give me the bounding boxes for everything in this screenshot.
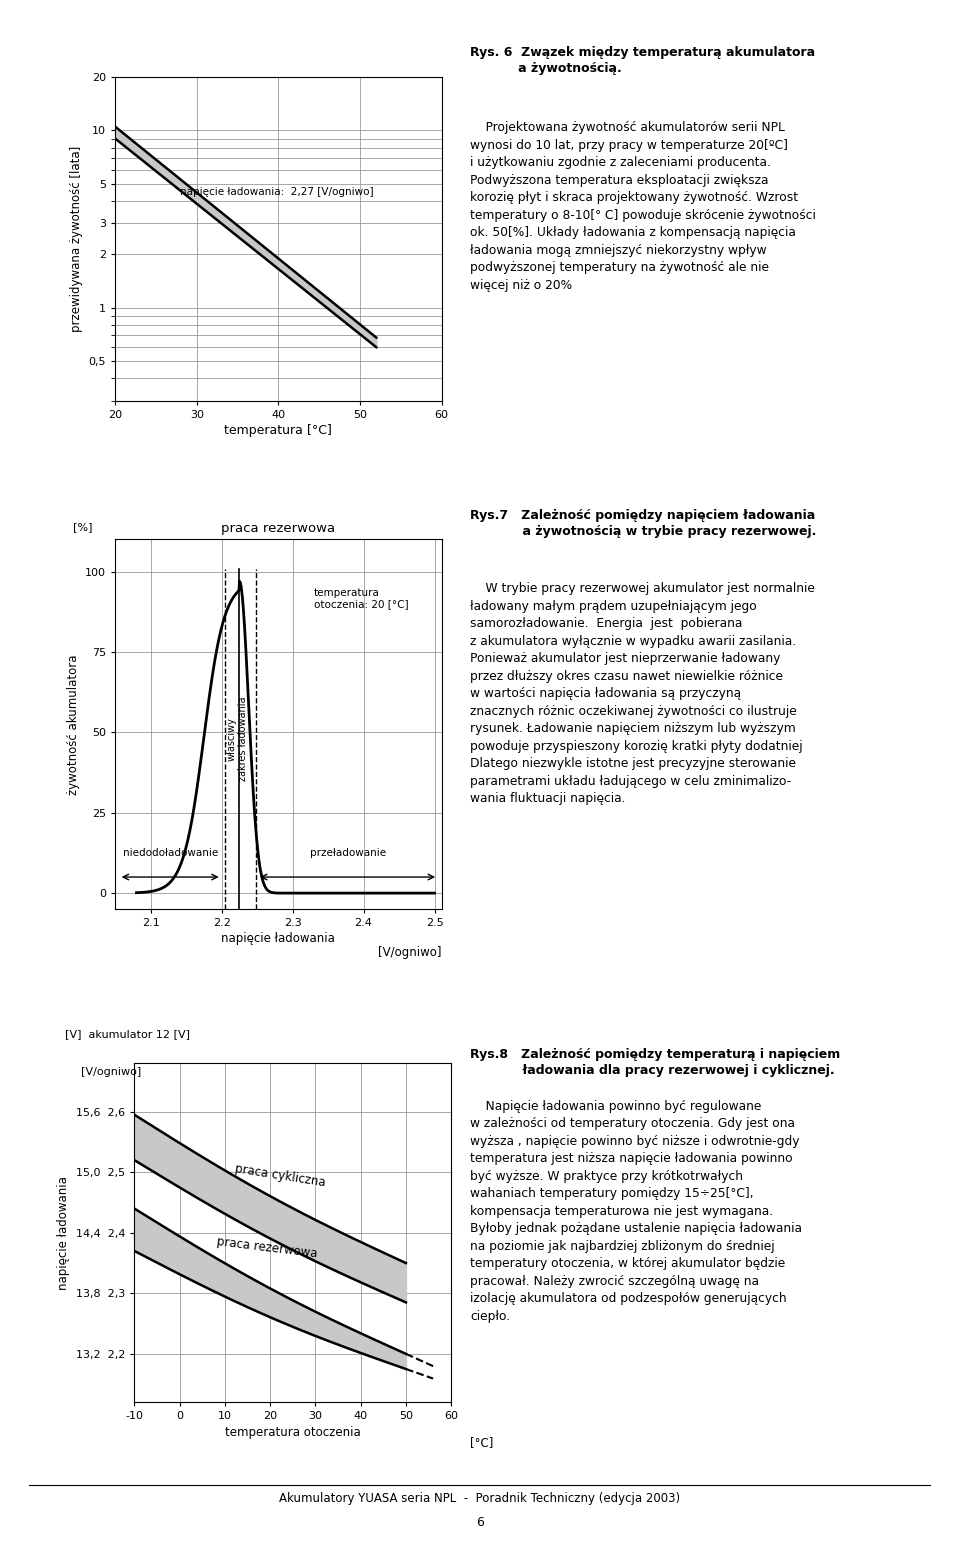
Text: praca rezerwowa: praca rezerwowa (216, 1236, 318, 1261)
Text: Rys. 6  Zwązek między temperaturą akumulatora
           a żywotnością.: Rys. 6 Zwązek między temperaturą akumula… (470, 46, 816, 76)
Text: przeładowanie: przeładowanie (309, 848, 386, 858)
Text: W trybie pracy rezerwowej akumulator jest normalnie
ładowany małym prądem uzupeł: W trybie pracy rezerwowej akumulator jes… (470, 582, 815, 806)
Y-axis label: żywotność akumulatora: żywotność akumulatora (66, 653, 80, 795)
Text: Napięcie ładowania powinno być regulowane
w zależności od temperatury otoczenia.: Napięcie ładowania powinno być regulowan… (470, 1100, 803, 1322)
Text: niedodoładowanie: niedodoładowanie (123, 848, 218, 858)
Text: napięcie ładowania:  2,27 [V/ogniwo]: napięcie ładowania: 2,27 [V/ogniwo] (180, 186, 374, 197)
Text: [V]  akumulator 12 [V]: [V] akumulator 12 [V] (64, 1029, 190, 1040)
X-axis label: temperatura otoczenia: temperatura otoczenia (225, 1425, 361, 1438)
Title: praca rezerwowa: praca rezerwowa (222, 522, 335, 535)
X-axis label: temperatura [°C]: temperatura [°C] (225, 424, 332, 436)
Text: Rys.8   Zależność pomiędzy temperaturą i napięciem
            ładowania dla pra: Rys.8 Zależność pomiędzy temperaturą i n… (470, 1048, 841, 1077)
X-axis label: napięcie ładowania: napięcie ładowania (222, 932, 335, 945)
Text: [°C]: [°C] (470, 1436, 493, 1449)
Text: temperatura
otoczenia: 20 [°C]: temperatura otoczenia: 20 [°C] (314, 587, 409, 609)
Text: Projektowana żywotność akumulatorów serii NPL
wynosi do 10 lat, przy pracy w tem: Projektowana żywotność akumulatorów seri… (470, 122, 816, 291)
Text: zakres ładowania: zakres ładowania (237, 697, 248, 781)
Text: [V/ogniwo]: [V/ogniwo] (378, 946, 442, 959)
Y-axis label: przewidywana żywotność [lata]: przewidywana żywotność [lata] (70, 146, 84, 331)
Text: [%]: [%] (73, 522, 92, 532)
Text: [V/ogniwo]: [V/ogniwo] (81, 1066, 141, 1077)
Text: praca cykliczna: praca cykliczna (234, 1162, 326, 1188)
Text: właściwy: właściwy (226, 717, 236, 761)
Text: Rys.7   Zależność pomiędzy napięciem ładowania
            a żywotnością w trybi: Rys.7 Zależność pomiędzy napięciem ładow… (470, 509, 817, 538)
Y-axis label: napięcie ładowania: napięcie ładowania (58, 1176, 70, 1290)
Text: Akumulatory YUASA seria NPL  -  Poradnik Techniczny (edycja 2003): Akumulatory YUASA seria NPL - Poradnik T… (279, 1492, 681, 1506)
Text: 6: 6 (476, 1516, 484, 1529)
